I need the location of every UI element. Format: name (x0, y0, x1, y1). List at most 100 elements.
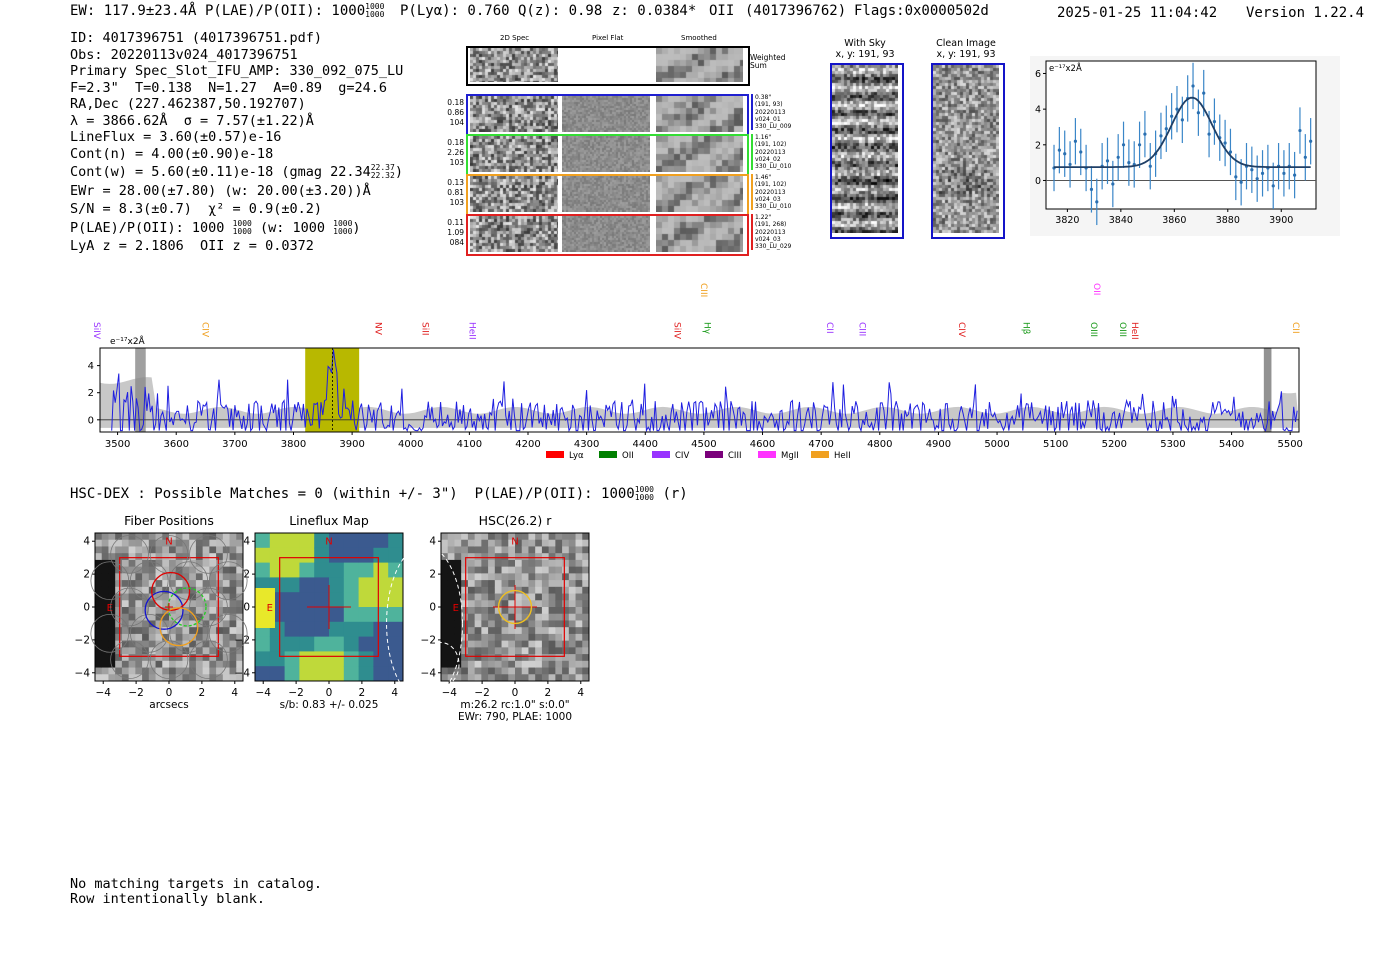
grey-cell (236, 559, 244, 568)
grey-cell (169, 593, 177, 601)
grey-cell (467, 573, 476, 581)
grey-cell (189, 660, 197, 669)
hsc-caption: arcsecs (149, 699, 188, 711)
grey-cell (454, 674, 462, 682)
fit-point (1164, 127, 1168, 131)
spectrum-xtick-label: 4900 (926, 439, 951, 450)
hsc-caption: s/b: 0.83 +/- 0.025 (280, 699, 379, 711)
grey-cell (441, 533, 449, 541)
fit-xtick-label: 3840 (1109, 215, 1133, 226)
grey-cell (182, 654, 190, 662)
grey-cell (528, 633, 536, 642)
hsc-ytick-label: 0 (83, 602, 90, 614)
grey-cell (108, 647, 116, 655)
fit-point (1137, 143, 1142, 147)
spectrum-xtick-label: 3900 (339, 439, 364, 450)
cutout-2dspec (470, 136, 558, 172)
lineflux-cell (358, 651, 374, 667)
cutout-right-labels: 1.46" (191, 102) 20220113 v024_03 330_LU_010 (751, 174, 803, 211)
spectrum-xtick-label: 4300 (574, 439, 599, 450)
grey-cell (447, 586, 455, 595)
footer-line1: No matching targets in catalog. (70, 876, 322, 892)
grey-cell (555, 627, 563, 635)
grey-cell (209, 546, 217, 554)
grey-cell (209, 607, 217, 615)
grey-cell (548, 654, 556, 662)
grey-cell (481, 593, 489, 601)
grey-cell (148, 667, 157, 675)
grey-cell (189, 573, 197, 581)
grey-cell (209, 573, 217, 581)
fiber-circle (110, 587, 149, 627)
fit-point (1282, 171, 1286, 175)
grey-cell (148, 600, 157, 608)
grey-cell (142, 586, 150, 595)
lineflux-cell (373, 666, 389, 682)
grey-cell (582, 539, 590, 547)
grey-cell (128, 613, 136, 621)
grey-cell (229, 633, 237, 642)
grey-cell (182, 660, 190, 669)
lineflux-cell (358, 607, 374, 623)
north-label: N (325, 537, 332, 548)
legend-label: MgII (781, 451, 799, 461)
legend-label: OII (622, 451, 634, 461)
grey-cell (142, 660, 150, 669)
grey-cell (447, 580, 455, 588)
cutout-left-value: 0.11 (447, 218, 464, 227)
grey-cell (148, 620, 157, 628)
grey-cell (95, 654, 103, 662)
with-sky-image (830, 63, 904, 239)
grey-cell (521, 654, 529, 662)
hsc-ytick-label: −4 (235, 667, 251, 679)
fit-point (1105, 159, 1110, 163)
grey-cell (128, 660, 136, 669)
hsc-frac: 1000 1000 (635, 486, 654, 502)
grey-cell (229, 586, 237, 595)
spectrum-xtick-label: 3700 (222, 439, 247, 450)
grey-cell (148, 566, 157, 574)
hsc-xtick-label: 0 (326, 687, 333, 699)
grey-cell (229, 654, 237, 662)
grey-cell (222, 586, 231, 595)
grey-cell (142, 640, 150, 648)
grey-cell (236, 620, 244, 628)
grey-cell (189, 674, 197, 682)
grey-cell (182, 627, 190, 635)
grey-cell (128, 580, 136, 588)
grey-cell (202, 640, 210, 648)
cutout-right-labels: 0.38" (191, 93) 20220113 v024_01 330_LU_009 (751, 94, 803, 131)
grey-cell (488, 553, 496, 561)
grey-cell (115, 573, 123, 581)
grey-cell (508, 553, 516, 561)
grey-cell (555, 654, 563, 662)
grey-cell (189, 620, 197, 628)
grey-cell (101, 539, 109, 547)
lineflux-cell (373, 592, 389, 608)
grey-cell (508, 546, 516, 554)
hsc-ytick-label: 4 (429, 536, 436, 548)
grey-cell (108, 660, 116, 669)
grey-cell (229, 674, 237, 682)
grey-cell (515, 607, 523, 615)
grey-cell (135, 546, 143, 554)
fiber-circle (129, 561, 169, 601)
cutout-right-value: v024_02 (755, 155, 781, 163)
grey-cell (467, 566, 476, 574)
grey-cell (115, 607, 123, 615)
grey-cell (101, 573, 109, 581)
grey-cell (555, 553, 563, 561)
grey-cell (162, 573, 170, 581)
grey-cell (555, 660, 563, 669)
grey-cell (209, 566, 217, 574)
grey-cell (115, 553, 123, 561)
lineflux-cell (284, 562, 300, 578)
grey-cell (202, 539, 210, 547)
grey-cell (202, 580, 210, 588)
grey-cell (162, 633, 170, 642)
cutout-right-value: (191, 93) (755, 101, 783, 109)
grey-cell (162, 593, 170, 601)
lineflux-cell (343, 621, 360, 638)
grey-cell (535, 627, 543, 635)
grey-cell (115, 627, 123, 635)
